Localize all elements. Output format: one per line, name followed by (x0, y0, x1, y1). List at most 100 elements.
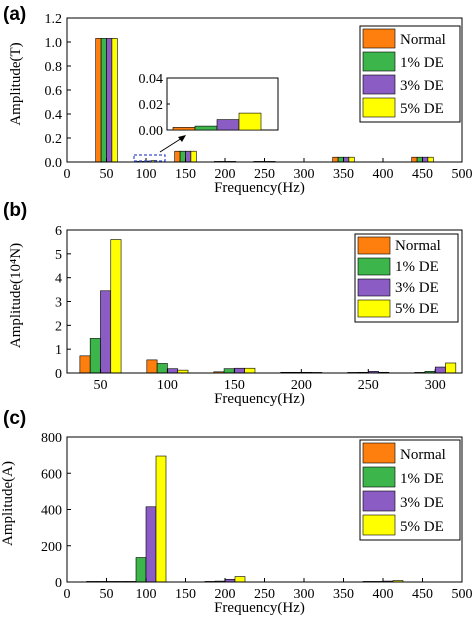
legend-label: 5% DE (400, 519, 444, 535)
x-tick-label: 100 (136, 587, 157, 602)
bar (416, 156, 423, 163)
y-tick-label: 0.4 (45, 108, 63, 123)
x-axis-title: Frequency(Hz) (214, 600, 305, 616)
legend-swatch (362, 514, 396, 536)
legend-label: 5% DE (395, 301, 439, 317)
bar (111, 38, 118, 163)
legend-swatch (362, 51, 396, 72)
legend-swatch (362, 74, 396, 95)
bar (190, 150, 197, 163)
chart-panel-0: (a) 0 50 100 150 200 250 300 350 400 450 500 0.0 0.2 0… (3, 4, 473, 196)
bar (445, 362, 457, 374)
y-tick-label: 0.8 (45, 60, 63, 75)
inset-y-tick-label: 0.00 (139, 124, 164, 139)
bar (234, 576, 246, 583)
x-tick-label: 350 (333, 587, 354, 602)
x-tick-label: 300 (425, 378, 446, 393)
x-axis-title: Frequency(Hz) (214, 391, 305, 407)
legend-label: 1% DE (400, 471, 444, 487)
bar (89, 338, 101, 374)
bar (427, 156, 434, 163)
x-tick-label: 0 (64, 587, 71, 602)
y-tick-label: 0.0 (45, 156, 63, 171)
y-tick-label: 0 (55, 576, 62, 591)
inset-y-tick-label: 0.04 (139, 72, 164, 87)
y-axis-title: Amplitude(T) (8, 42, 24, 125)
legend-swatch (357, 299, 391, 318)
legend-label: 5% DE (400, 101, 444, 117)
y-tick-label: 4 (55, 272, 62, 287)
bar (185, 150, 192, 163)
x-tick-label: 50 (93, 378, 107, 393)
bar (110, 239, 122, 374)
legend-swatch (362, 28, 396, 49)
x-tick-label: 200 (215, 167, 236, 182)
x-tick-label: 400 (373, 167, 394, 182)
legend-label: 3% DE (395, 280, 439, 296)
legend-label: Normal (400, 32, 446, 48)
bar (167, 368, 179, 374)
bar (155, 455, 167, 583)
x-tick-label: 450 (412, 167, 433, 182)
x-tick-label: 400 (373, 587, 394, 602)
legend-swatch (362, 490, 396, 512)
bar (156, 363, 168, 374)
inset-bar (194, 125, 218, 131)
x-tick-label: 250 (254, 167, 275, 182)
bar (332, 156, 339, 163)
inset-chart: 0.00 0.02 0.04 (133, 72, 279, 162)
x-tick-label: 50 (100, 167, 114, 182)
y-tick-label: 0.2 (45, 132, 63, 147)
x-axis-title: Frequency(Hz) (214, 180, 305, 196)
bar (234, 367, 245, 374)
x-tick-label: 50 (100, 587, 114, 602)
y-tick-label: 2 (55, 319, 62, 334)
bar (223, 368, 235, 374)
x-tick-label: 150 (175, 587, 196, 602)
bar (135, 557, 147, 583)
chart-panel-1: (b) 50 100 150 200 250 300 0 1 2 3 4 5 6 Frequency(Hz)… (3, 200, 463, 407)
inset-bar (172, 127, 196, 131)
legend: Normal 1% DE 3% DE 5% DE (354, 233, 459, 323)
legend-label: 1% DE (395, 259, 439, 275)
x-tick-label: 150 (224, 378, 245, 393)
bar (106, 38, 113, 163)
legend-label: Normal (400, 447, 446, 463)
x-tick-label: 200 (291, 378, 312, 393)
legend-swatch (362, 442, 396, 464)
bar (411, 156, 418, 163)
bar (179, 150, 186, 163)
y-tick-label: 800 (41, 431, 62, 446)
zoom-region-marker (133, 154, 166, 162)
y-tick-label: 0.6 (45, 84, 63, 99)
legend-swatch (362, 466, 396, 488)
panel-label: (a) (3, 4, 26, 25)
y-tick-label: 1.0 (45, 36, 63, 51)
legend-swatch (357, 278, 391, 297)
bar (348, 156, 355, 163)
x-tick-label: 450 (412, 587, 433, 602)
zoom-arrow (159, 137, 183, 153)
legend-swatch (357, 236, 391, 255)
bar (79, 355, 91, 374)
legend-swatch (362, 97, 396, 118)
y-tick-label: 1 (55, 343, 62, 358)
legend: Normal 1% DE 3% DE 5% DE (359, 439, 461, 541)
bar (244, 367, 256, 374)
bar (343, 156, 350, 163)
inset-bar (238, 112, 262, 131)
bar (100, 290, 112, 374)
y-axis-title: Amplitude(10⁴N) (8, 243, 24, 348)
bar (422, 156, 429, 163)
y-tick-label: 400 (41, 504, 62, 519)
zoom-arrow-head (178, 135, 186, 142)
bar (100, 38, 107, 163)
bar (337, 156, 344, 163)
bar (145, 506, 157, 583)
x-tick-label: 100 (157, 378, 178, 393)
y-tick-label: 600 (41, 467, 62, 482)
y-tick-label: 1.2 (45, 12, 63, 27)
bar (434, 366, 446, 374)
chart-panel-2: (c) 0 50 100 150 200 250 300 350 400 450 500 0 200 400… (0, 408, 473, 616)
legend-label: 3% DE (400, 78, 444, 94)
